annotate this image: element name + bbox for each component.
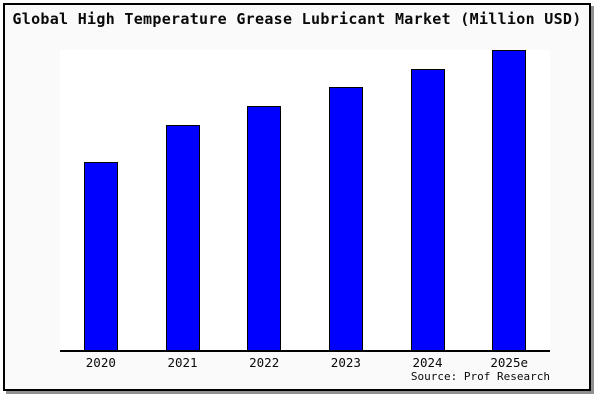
- x-tick-label-2020: 2020: [85, 355, 116, 370]
- source-note: Source: Prof Research: [410, 370, 550, 383]
- x-axis-labels: 2020 2021 2022 2023 2024 2025e: [60, 355, 550, 370]
- bar-slot: [305, 50, 387, 350]
- bar-2022: [247, 106, 282, 350]
- bar-2023: [328, 87, 363, 350]
- bar-2021: [165, 125, 200, 350]
- plot-area: [60, 50, 550, 352]
- x-tick-label-2021: 2021: [167, 355, 198, 370]
- bar-2024: [410, 69, 445, 350]
- bar-slot: [142, 50, 224, 350]
- x-tick-label-2023: 2023: [330, 355, 361, 370]
- x-tick-label-2024: 2024: [412, 355, 443, 370]
- bar-slot: [387, 50, 469, 350]
- bar-slot: [468, 50, 550, 350]
- bar-2020: [83, 162, 118, 350]
- bar-slot: [60, 50, 142, 350]
- x-tick-label-2022: 2022: [249, 355, 280, 370]
- chart-figure: Global High Temperature Grease Lubricant…: [3, 3, 591, 391]
- bar-slot: [223, 50, 305, 350]
- x-tick-label-2025e: 2025e: [490, 355, 529, 370]
- bar-2025e: [492, 50, 527, 350]
- chart-title: Global High Temperature Grease Lubricant…: [12, 10, 582, 28]
